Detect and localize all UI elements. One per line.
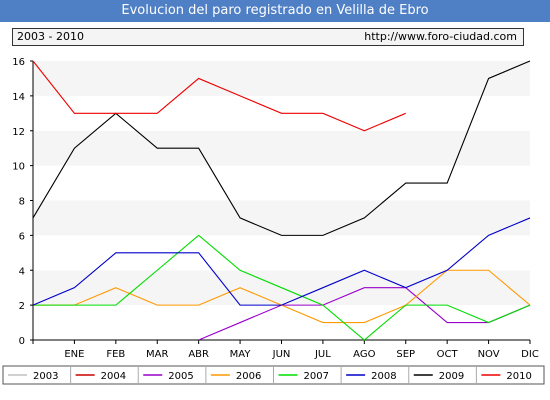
y-tick-label: 12 [12,127,25,138]
x-tick-label: JUL [314,349,331,360]
series-line-2010 [32,60,406,132]
x-tick-label: FEB [106,349,125,360]
info-bar: 2003 - 2010 http://www.foro-ciudad.com [12,28,524,46]
series-line-2005 [198,287,531,341]
x-tick-label: NOV [478,349,500,360]
y-tick-label: 8 [19,197,25,208]
grid-band [33,235,530,271]
grid-band [33,165,530,201]
source-url: http://www.foro-ciudad.com [364,30,517,43]
x-tick-label: MAR [146,349,168,360]
y-tick-label: 14 [12,92,25,103]
legend-label: 2004 [101,371,126,382]
x-tick-label: ENE [64,349,84,360]
y-tick-label: 10 [12,162,25,173]
legend-label: 2010 [506,371,531,382]
y-tick-label: 6 [19,231,25,242]
x-tick-label: DIC [521,349,539,360]
y-tick-label: 0 [19,336,25,347]
x-tick-label: SEP [396,349,415,360]
y-tick-label: 2 [19,301,25,312]
x-tick-label: JUN [272,349,291,360]
legend-label: 2006 [236,371,261,382]
grid-band [33,61,530,96]
y-tick-label: 4 [19,266,25,277]
x-tick-label: OCT [437,349,459,360]
legend-label: 2008 [371,371,396,382]
x-tick-label: ABR [188,349,209,360]
series-line-2008 [32,217,531,306]
series-line-2007 [33,234,531,341]
legend-label: 2005 [168,371,193,382]
x-tick-label: AGO [353,349,375,360]
legend-label: 2007 [304,371,329,382]
x-tick-label: MAY [230,349,252,360]
chart-title: Evolucion del paro registrado en Velilla… [0,0,550,22]
legend-label: 2003 [33,371,58,382]
grid-band [33,130,530,166]
y-tick-label: 16 [12,57,25,68]
grid-band [33,200,530,236]
period-label: 2003 - 2010 [17,30,84,43]
legend-label: 2009 [439,371,464,382]
